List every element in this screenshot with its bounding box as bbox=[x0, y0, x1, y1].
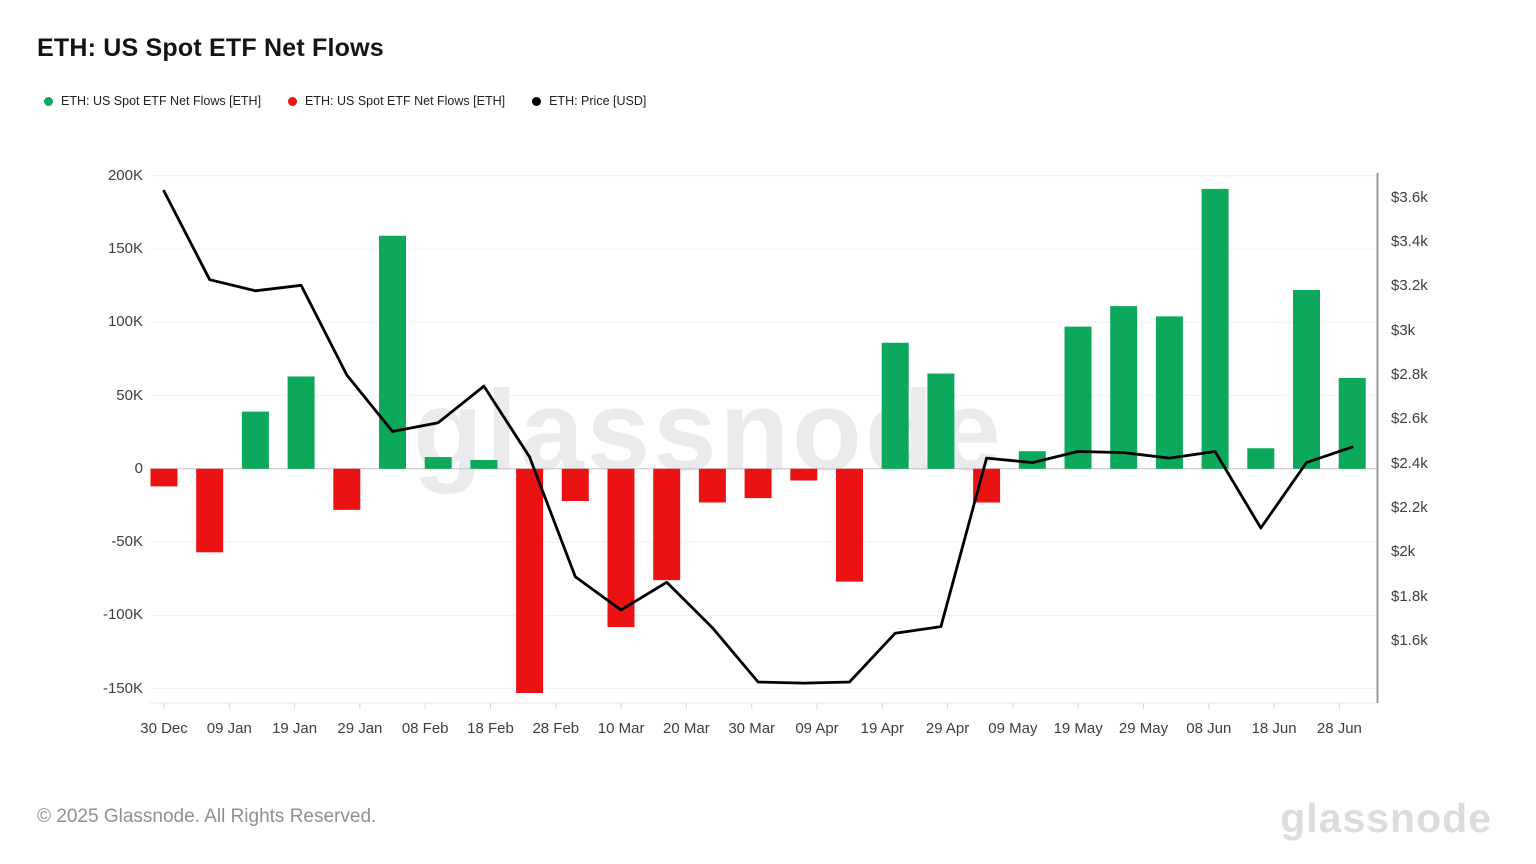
flow-bar bbox=[836, 468, 863, 582]
flow-bar bbox=[1155, 316, 1183, 469]
legend-label: ETH: US Spot ETF Net Flows [ETH] bbox=[61, 94, 262, 108]
legend-dot-icon bbox=[532, 96, 542, 106]
flow-bar bbox=[927, 373, 955, 469]
flow-bar bbox=[333, 468, 361, 510]
legend-item[interactable]: ETH: US Spot ETF Net Flows [ETH] bbox=[44, 94, 261, 108]
legend-dot-icon bbox=[44, 96, 53, 106]
legend-label: ETH: US Spot ETF Net Flows [ETH] bbox=[305, 94, 506, 108]
page-title: ETH: US Spot ETF Net Flows bbox=[37, 34, 384, 62]
flow-bar bbox=[241, 411, 269, 469]
flow-bar bbox=[1338, 377, 1366, 469]
flow-bar bbox=[1018, 451, 1046, 469]
etf-netflows-chart bbox=[150, 173, 1379, 709]
flow-bar bbox=[790, 468, 818, 481]
flow-bar bbox=[698, 468, 726, 503]
flow-bar bbox=[973, 468, 1001, 503]
flow-bar bbox=[196, 468, 224, 553]
flow-bar bbox=[1064, 326, 1092, 469]
flow-bar bbox=[744, 468, 772, 499]
flow-bar bbox=[287, 376, 315, 469]
flow-bar bbox=[561, 468, 589, 502]
glassnode-logo: glassnode bbox=[1280, 795, 1492, 841]
flow-bar bbox=[607, 468, 635, 628]
legend-label: ETH: Price [USD] bbox=[549, 94, 647, 108]
legend-item[interactable]: ETH: US Spot ETF Net Flows [ETH] bbox=[288, 94, 505, 108]
flow-bar bbox=[150, 468, 178, 487]
flow-bar bbox=[1293, 290, 1320, 469]
copyright-text: © 2025 Glassnode. All Rights Reserved. bbox=[37, 806, 377, 827]
flow-bar bbox=[1247, 448, 1275, 469]
flow-bar bbox=[1110, 306, 1138, 469]
flow-bar bbox=[424, 457, 452, 469]
legend-dot-icon bbox=[288, 96, 298, 106]
flow-bar bbox=[653, 468, 681, 581]
legend: ETH: US Spot ETF Net Flows [ETH] ETH: US … bbox=[44, 94, 646, 108]
flow-bar bbox=[881, 342, 909, 469]
flow-bar bbox=[1201, 188, 1229, 469]
flow-bar bbox=[470, 459, 498, 469]
flow-bar bbox=[379, 235, 406, 469]
price-line bbox=[162, 189, 1354, 685]
legend-item[interactable]: ETH: Price [USD] bbox=[532, 94, 646, 108]
flow-bar bbox=[516, 468, 544, 693]
